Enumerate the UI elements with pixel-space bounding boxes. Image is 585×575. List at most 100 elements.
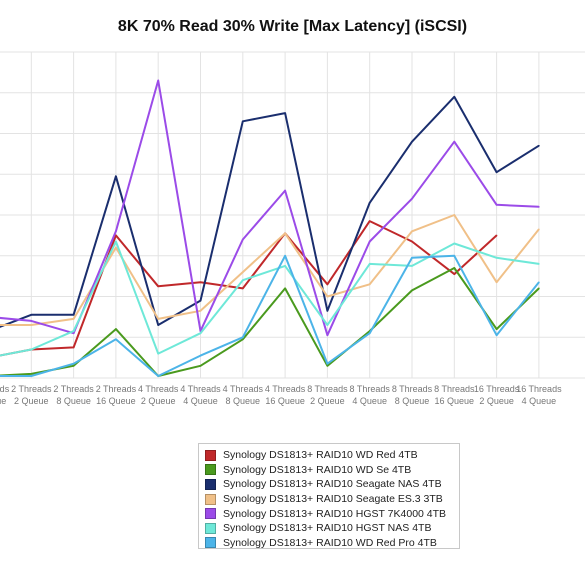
legend-item[interactable]: Synology DS1813+ RAID10 WD Red Pro 4TB	[205, 536, 459, 551]
series-path	[0, 214, 540, 326]
data-point	[411, 197, 413, 200]
data-point	[115, 234, 117, 237]
series-line-1	[0, 220, 498, 357]
data-point	[326, 364, 329, 367]
data-point	[115, 240, 117, 243]
legend-label: Synology DS1813+ RAID10 HGST NAS 4TB	[223, 522, 432, 535]
legend-label: Synology DS1813+ RAID10 WD Red Pro 4TB	[223, 536, 437, 549]
data-point	[538, 263, 540, 265]
data-point	[538, 144, 540, 147]
data-point	[115, 328, 117, 330]
data-point	[284, 287, 286, 290]
data-point	[453, 273, 456, 275]
legend-label: Synology DS1813+ RAID10 WD Se 4TB	[223, 463, 412, 476]
data-point	[368, 283, 371, 286]
data-point	[72, 314, 75, 316]
data-point	[30, 324, 33, 326]
data-point	[495, 204, 498, 206]
data-point	[242, 279, 244, 282]
data-point	[284, 112, 286, 114]
legend-swatch	[205, 522, 216, 534]
data-point	[157, 352, 159, 355]
data-point	[284, 254, 286, 257]
legend-swatch	[205, 449, 216, 461]
legend-item[interactable]: Synology DS1813+ RAID10 HGST NAS 4TB	[205, 521, 459, 536]
data-point	[411, 256, 413, 259]
data-point	[157, 324, 159, 326]
data-point	[115, 338, 117, 341]
x-tick-label: 16 Threads 2 Queue	[474, 384, 520, 406]
data-point	[368, 220, 371, 222]
data-point	[284, 265, 286, 267]
legend-swatch	[205, 493, 216, 505]
data-point	[199, 364, 202, 367]
legend-item[interactable]: Synology DS1813+ RAID10 WD Red 4TB	[205, 448, 459, 463]
data-point	[538, 228, 540, 231]
data-point	[326, 283, 329, 286]
legend: Synology DS1813+ RAID10 WD Red 4TB Synolo…	[198, 443, 460, 549]
legend-swatch	[205, 508, 216, 520]
data-point	[495, 281, 498, 284]
data-point	[157, 318, 159, 320]
legend-item[interactable]: Synology DS1813+ RAID10 HGST 7K4000 4TB	[205, 506, 459, 521]
grid-lines	[0, 51, 585, 379]
data-point	[115, 246, 117, 249]
data-point	[72, 364, 75, 367]
data-point	[411, 140, 413, 143]
data-point	[411, 265, 413, 267]
x-tick-label: 4 Threads 16 Queue	[265, 384, 306, 406]
legend-label: Synology DS1813+ RAID10 HGST 7K4000 4TB	[223, 507, 447, 520]
data-point	[199, 354, 202, 357]
data-point	[199, 299, 202, 302]
legend-item[interactable]: Synology DS1813+ RAID10 Seagate ES.3 3TB	[205, 492, 459, 507]
x-tick-label: 8 Threads 16 Queue	[434, 384, 475, 406]
data-point	[495, 234, 498, 237]
x-tick-label: 2 Threads 16 Queue	[96, 384, 137, 406]
data-point	[72, 332, 75, 334]
x-tick-label: 4 Threads 2 Queue	[138, 384, 179, 406]
series-lines	[0, 79, 540, 377]
data-point	[326, 295, 329, 298]
series-line-6	[0, 240, 540, 357]
data-point	[242, 238, 244, 241]
data-point	[326, 324, 329, 326]
data-point	[368, 240, 371, 243]
x-tick-label: 8 Threads 4 Queue	[350, 384, 391, 406]
data-point	[30, 373, 33, 375]
legend-swatch	[205, 464, 216, 476]
data-point	[242, 338, 244, 341]
series-line-4	[0, 214, 540, 326]
x-tick-label: 4 Threads 4 Queue	[180, 384, 221, 406]
data-point	[199, 309, 202, 312]
data-point	[199, 281, 202, 284]
data-point	[72, 362, 75, 365]
x-tick-label: 4 Threads 8 Queue	[223, 384, 264, 406]
data-point	[242, 287, 244, 290]
series-path	[0, 95, 540, 328]
data-point	[495, 334, 498, 337]
data-point	[115, 230, 117, 233]
data-point	[538, 287, 540, 290]
legend-label: Synology DS1813+ RAID10 WD Red 4TB	[223, 449, 418, 462]
data-point	[453, 254, 456, 257]
data-point	[157, 375, 159, 377]
data-point	[284, 232, 286, 235]
legend-item[interactable]: Synology DS1813+ RAID10 WD Se 4TB	[205, 463, 459, 478]
legend-item[interactable]: Synology DS1813+ RAID10 Seagate NAS 4TB	[205, 477, 459, 492]
series-path	[0, 240, 540, 357]
data-point	[30, 320, 33, 322]
legend-label: Synology DS1813+ RAID10 Seagate NAS 4TB	[223, 478, 442, 491]
data-point	[326, 309, 329, 312]
series-line-5	[0, 79, 540, 337]
data-point	[495, 171, 498, 174]
data-point	[368, 263, 371, 265]
x-tick-label: 2 Threads 2 Queue	[11, 384, 52, 406]
legend-swatch	[205, 478, 216, 490]
data-point	[30, 314, 33, 316]
series-line-3	[0, 95, 540, 328]
data-point	[72, 330, 75, 332]
series-path	[0, 254, 540, 377]
data-point	[157, 79, 159, 82]
